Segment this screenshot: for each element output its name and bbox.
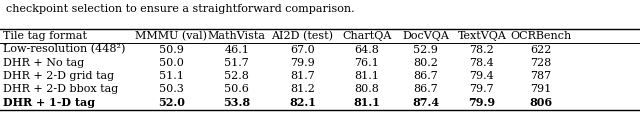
Text: DHR + 1-D tag: DHR + 1-D tag [3,97,95,108]
Text: 81.2: 81.2 [290,84,315,94]
Text: DHR + No tag: DHR + No tag [3,58,84,68]
Text: 806: 806 [529,97,552,108]
Text: MMMU (val): MMMU (val) [135,31,207,42]
Text: TextVQA: TextVQA [458,31,506,41]
Text: 52.0: 52.0 [158,97,184,108]
Text: 79.9: 79.9 [468,97,495,108]
Text: DocVQA: DocVQA [402,31,449,41]
Text: 50.3: 50.3 [159,84,184,94]
Text: Tile tag format: Tile tag format [3,31,87,41]
Text: DHR + 2-D grid tag: DHR + 2-D grid tag [3,71,115,81]
Text: 81.7: 81.7 [290,71,315,81]
Text: 64.8: 64.8 [355,45,379,55]
Text: 51.1: 51.1 [159,71,184,81]
Text: 51.7: 51.7 [225,58,249,68]
Text: 87.4: 87.4 [412,97,439,108]
Text: ChartQA: ChartQA [342,31,392,41]
Text: AI2D (test): AI2D (test) [271,31,333,42]
Text: 81.1: 81.1 [353,97,380,108]
Text: 81.1: 81.1 [355,71,379,81]
Text: 52.8: 52.8 [225,71,249,81]
Text: 52.9: 52.9 [413,45,438,55]
Text: 791: 791 [530,84,552,94]
Text: 67.0: 67.0 [290,45,315,55]
Text: 86.7: 86.7 [413,84,438,94]
Text: 79.7: 79.7 [470,84,494,94]
Text: 787: 787 [530,71,552,81]
Text: Low-resolution (448²): Low-resolution (448²) [3,44,125,55]
Text: DHR + 2-D bbox tag: DHR + 2-D bbox tag [3,84,118,94]
Text: MathVista: MathVista [208,31,266,41]
Text: 78.2: 78.2 [470,45,494,55]
Text: 50.9: 50.9 [159,45,184,55]
Text: 46.1: 46.1 [225,45,249,55]
Text: 79.9: 79.9 [290,58,315,68]
Text: 50.6: 50.6 [225,84,249,94]
Text: 80.8: 80.8 [355,84,379,94]
Text: 728: 728 [530,58,552,68]
Text: 80.2: 80.2 [413,58,438,68]
Text: 79.4: 79.4 [470,71,494,81]
Text: 53.8: 53.8 [223,97,250,108]
Text: 82.1: 82.1 [289,97,316,108]
Text: 622: 622 [530,45,552,55]
Text: 86.7: 86.7 [413,71,438,81]
Text: OCRBench: OCRBench [510,31,572,41]
Text: 78.4: 78.4 [470,58,494,68]
Text: 50.0: 50.0 [159,58,184,68]
Text: checkpoint selection to ensure a straightforward comparison.: checkpoint selection to ensure a straigh… [6,4,355,14]
Text: 76.1: 76.1 [355,58,379,68]
